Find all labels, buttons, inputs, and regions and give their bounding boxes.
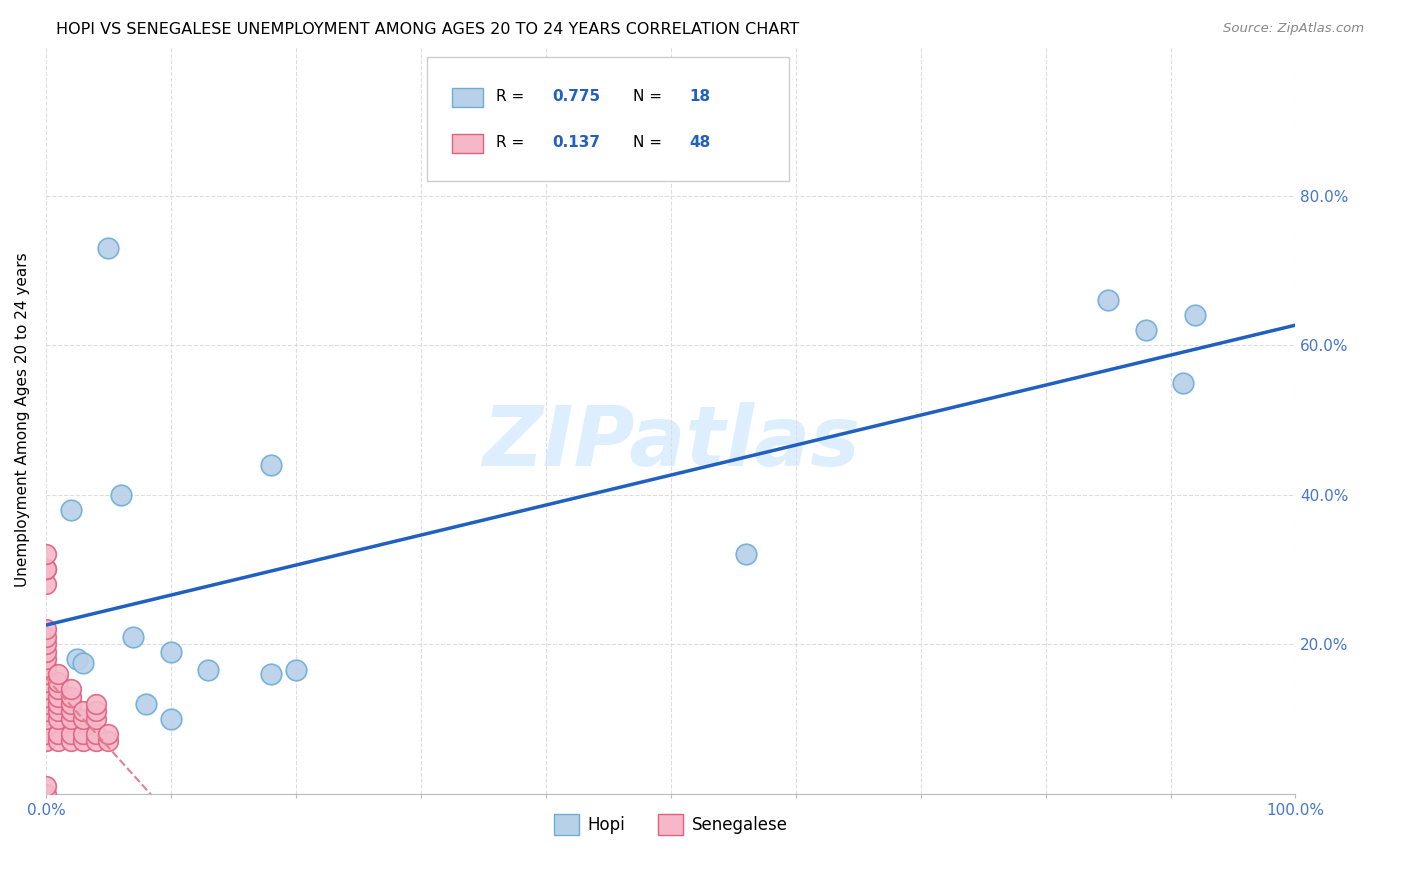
- Text: 0.775: 0.775: [553, 89, 600, 103]
- Point: [260, 458, 283, 472]
- Point: [97, 734, 120, 748]
- Legend: Hopi, Senegalese: Hopi, Senegalese: [547, 808, 794, 841]
- Point: [48, 734, 70, 748]
- Point: [35, 645, 58, 659]
- Point: [35, 562, 58, 576]
- Point: [35, 622, 58, 636]
- Point: [84, 697, 107, 711]
- Point: [197, 664, 219, 678]
- Point: [1135, 323, 1157, 337]
- Point: [284, 664, 307, 678]
- Point: [260, 667, 283, 681]
- Text: ZIPatlas: ZIPatlas: [482, 402, 859, 483]
- Point: [35, 697, 58, 711]
- Point: [97, 241, 120, 255]
- Point: [1097, 293, 1119, 308]
- Point: [59, 681, 82, 696]
- Point: [35, 727, 58, 741]
- Point: [35, 690, 58, 704]
- Point: [48, 674, 70, 689]
- Text: R =: R =: [496, 89, 529, 103]
- Point: [84, 727, 107, 741]
- Point: [59, 712, 82, 726]
- Point: [160, 712, 183, 726]
- Text: Source: ZipAtlas.com: Source: ZipAtlas.com: [1223, 22, 1364, 36]
- Y-axis label: Unemployment Among Ages 20 to 24 years: Unemployment Among Ages 20 to 24 years: [15, 252, 30, 587]
- Point: [35, 712, 58, 726]
- Text: 48: 48: [689, 136, 710, 150]
- Point: [35, 548, 58, 562]
- Point: [59, 502, 82, 516]
- Point: [48, 667, 70, 681]
- Bar: [453, 88, 484, 107]
- Point: [35, 667, 58, 681]
- Point: [48, 697, 70, 711]
- Point: [84, 734, 107, 748]
- Point: [59, 734, 82, 748]
- Point: [48, 690, 70, 704]
- Point: [1184, 308, 1206, 322]
- Point: [35, 787, 58, 801]
- Point: [35, 652, 58, 666]
- Point: [48, 712, 70, 726]
- Point: [72, 705, 94, 719]
- Point: [59, 690, 82, 704]
- Point: [59, 727, 82, 741]
- Point: [59, 697, 82, 711]
- Point: [35, 705, 58, 719]
- Text: R =: R =: [496, 136, 529, 150]
- Point: [35, 674, 58, 689]
- Point: [35, 681, 58, 696]
- Point: [72, 656, 94, 670]
- Point: [72, 727, 94, 741]
- Point: [110, 488, 132, 502]
- Point: [72, 734, 94, 748]
- Text: 0.137: 0.137: [553, 136, 600, 150]
- Point: [122, 630, 145, 644]
- Point: [734, 548, 756, 562]
- Point: [59, 705, 82, 719]
- Point: [35, 779, 58, 793]
- Point: [35, 562, 58, 576]
- Point: [35, 630, 58, 644]
- Text: HOPI VS SENEGALESE UNEMPLOYMENT AMONG AGES 20 TO 24 YEARS CORRELATION CHART: HOPI VS SENEGALESE UNEMPLOYMENT AMONG AG…: [56, 22, 800, 37]
- Point: [48, 681, 70, 696]
- Point: [84, 705, 107, 719]
- Text: N =: N =: [633, 136, 666, 150]
- Point: [35, 659, 58, 673]
- FancyBboxPatch shape: [427, 57, 789, 181]
- Point: [48, 727, 70, 741]
- Point: [35, 577, 58, 591]
- Text: N =: N =: [633, 89, 666, 103]
- Point: [1171, 376, 1194, 390]
- Point: [35, 734, 58, 748]
- Point: [97, 727, 120, 741]
- Bar: [453, 135, 484, 153]
- Point: [48, 705, 70, 719]
- Point: [66, 652, 89, 666]
- Point: [135, 697, 157, 711]
- Text: 18: 18: [689, 89, 710, 103]
- Point: [84, 712, 107, 726]
- Point: [160, 645, 183, 659]
- Point: [35, 637, 58, 651]
- Point: [72, 712, 94, 726]
